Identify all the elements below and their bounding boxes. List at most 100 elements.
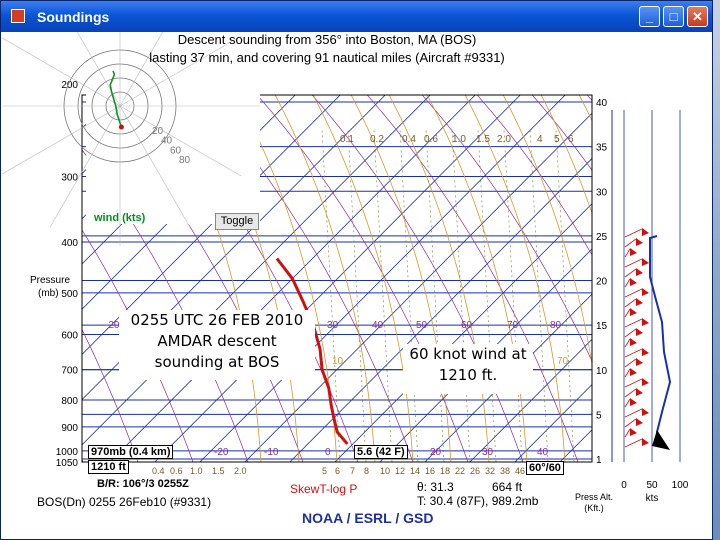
- title-bar[interactable]: Soundings _ □ ✕: [1, 1, 712, 32]
- wind-barb: [624, 308, 631, 318]
- bottom-mixing-label: 32: [485, 466, 495, 476]
- current-wind-marker: [652, 430, 670, 450]
- hodograph-ring-label: 40: [161, 136, 173, 147]
- temperature-label: 70: [557, 356, 569, 367]
- wind-barb: [624, 248, 631, 258]
- wind-barb: [624, 358, 637, 368]
- wind-barb: [624, 268, 637, 278]
- mixing-ratio-line: [555, 129, 575, 462]
- isotherm-line: [244, 112, 592, 462]
- isotherm-line: [109, 95, 476, 462]
- isotherm-line: [559, 429, 592, 462]
- altitude-tick-label: 1: [596, 455, 602, 466]
- pressure-tick-label: 1000: [56, 447, 79, 458]
- wind-barb-flag: [642, 318, 649, 326]
- dry-adiabat-line: [2, 50, 35, 482]
- isotherm-line: [289, 157, 592, 462]
- dry-adiabat-line: [256, 95, 469, 462]
- wind-barb-flag: [636, 388, 643, 396]
- theta-readout: θ: 31.3: [417, 480, 454, 494]
- upper-temperature-label: 80: [550, 320, 562, 331]
- pressure-tick-label: 800: [61, 396, 78, 407]
- pressure-tick-label: 400: [61, 238, 78, 249]
- wind-barb-flag: [630, 308, 637, 316]
- moist-adiabat-line: [502, 95, 592, 367]
- wind-barb-flag: [636, 238, 643, 246]
- bottom-mixing-label: 7: [350, 466, 355, 476]
- upper-temperature-label: 70: [507, 320, 519, 331]
- temperature-label: 40: [537, 447, 549, 458]
- skewt-label[interactable]: SkewT-log P: [290, 482, 358, 496]
- mixing-ratio-label: 5: [554, 134, 560, 145]
- wind-speed-units: kts: [646, 493, 659, 504]
- wind-barb: [624, 328, 637, 338]
- annotation-left-line2: AMDAR descent: [157, 332, 277, 350]
- pressure-tick-label: 500: [61, 289, 78, 300]
- wind-barb: [624, 298, 637, 308]
- wind-barb-flag: [636, 268, 643, 276]
- bottom-mixing-label: 6: [335, 466, 340, 476]
- isotherm-line: [334, 203, 592, 462]
- bottom-mixing-label: 1.5: [212, 466, 225, 476]
- press-alt-label: Press Alt.: [575, 492, 613, 502]
- hodograph-endpoint: [118, 124, 124, 130]
- toggle-button[interactable]: Toggle: [215, 213, 259, 230]
- bottom-mixing-label: 12: [395, 466, 405, 476]
- bottom-mixing-label: 0.4: [152, 466, 165, 476]
- temp-pressure-readout: T: 30.4 (87F), 989.2mb: [417, 494, 539, 508]
- wind-barb-flag: [630, 368, 637, 376]
- dry-adiabat-line: [600, 50, 712, 482]
- wind-barb: [624, 428, 631, 438]
- mixing-ratio-label: 0.6: [424, 134, 438, 145]
- wind-barb-flag: [636, 358, 643, 366]
- temperature-label: 0: [325, 447, 331, 458]
- isotherm-line: [424, 293, 592, 462]
- pressure-tick-label: 200: [61, 80, 78, 91]
- mixing-ratio-line: [347, 129, 367, 462]
- pressure-axis-title: Pressure: [30, 275, 71, 286]
- wind-barb: [624, 368, 631, 378]
- hodograph-ring-label: 20: [152, 126, 164, 137]
- altitude-tick-label: 15: [596, 321, 608, 332]
- hodograph-wind-label: wind (kts): [94, 212, 146, 224]
- close-button[interactable]: ✕: [687, 6, 708, 27]
- hodograph-ring-label: 60: [170, 145, 182, 156]
- wind-barb-flag: [642, 438, 649, 446]
- chart-title-line1: Descent sounding from 356° into Boston, …: [177, 32, 477, 47]
- wind-barb-flag: [630, 428, 637, 436]
- wind-barb-flag: [630, 278, 637, 286]
- surface-temp-readout: 5.6 (42 F): [354, 445, 408, 459]
- moist-adiabat-line: [426, 95, 528, 462]
- wind-barb: [624, 258, 643, 268]
- hodograph-spoke: [119, 32, 164, 107]
- isotherm-line: [630, 50, 712, 482]
- bottom-mixing-label: 5: [322, 466, 327, 476]
- dry-adiabat-line: [311, 95, 524, 462]
- isotherm-line: [82, 95, 296, 310]
- minimize-button[interactable]: _: [639, 6, 660, 27]
- dry-adiabat-line: [82, 149, 249, 462]
- moist-adiabat-line: [464, 95, 566, 462]
- temperature-label: 10: [332, 356, 344, 367]
- wind-speed-tick: 50: [646, 480, 658, 491]
- mixing-ratio-line: [451, 129, 471, 462]
- mixing-ratio-line: [399, 129, 419, 462]
- dry-adiabat-line: [366, 95, 579, 462]
- isotherm-line: [199, 95, 566, 462]
- hodograph-spoke: [76, 32, 121, 107]
- wind-barb: [624, 408, 643, 418]
- isotherm-line: [585, 50, 712, 482]
- altitude-tick-label: 5: [596, 410, 602, 421]
- wind-barb: [624, 378, 643, 388]
- bottom-mixing-label: 18: [440, 466, 450, 476]
- maximize-button[interactable]: □: [663, 6, 684, 27]
- hodograph-spoke: [119, 35, 242, 107]
- skewt-diagram[interactable]: 2003004005006007008009001000105040353025…: [2, 32, 712, 540]
- bottom-mixing-label: 10: [380, 466, 390, 476]
- app-icon: [11, 9, 25, 23]
- pressure-axis-units: (mb): [38, 288, 59, 299]
- temperature-label: 20: [430, 447, 442, 458]
- pressure-tick-label: 1050: [56, 458, 79, 469]
- altitude-tick-label: 10: [596, 366, 608, 377]
- upper-temperature-label: 60: [461, 320, 473, 331]
